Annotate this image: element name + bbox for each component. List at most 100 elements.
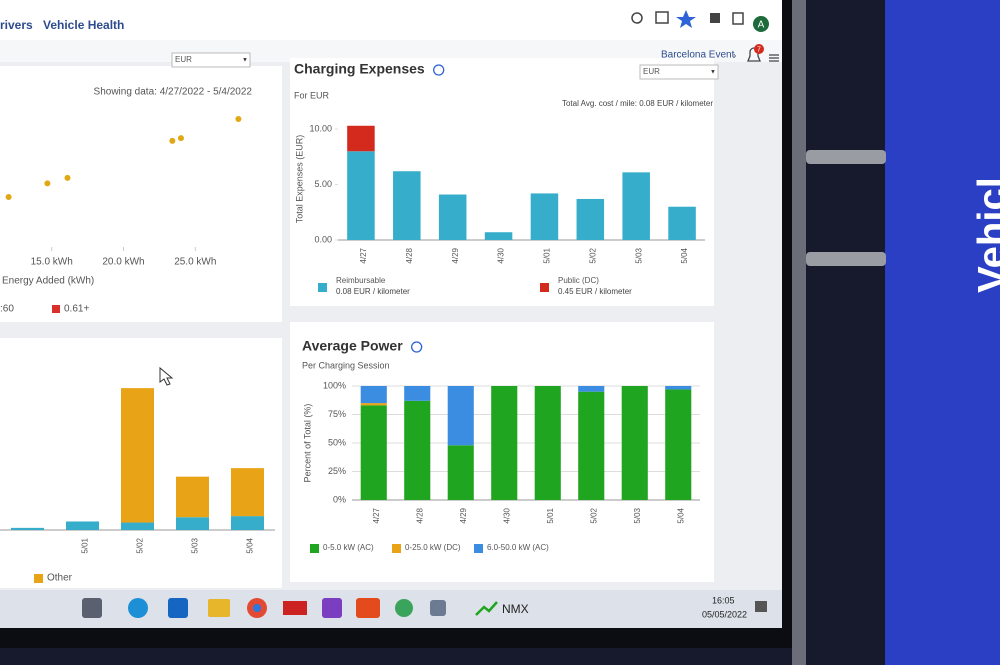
- share-icon[interactable]: [655, 11, 669, 24]
- notification-icon[interactable]: [755, 601, 767, 612]
- y-tick-label: 10.00: [309, 123, 332, 133]
- bar-segment: [121, 388, 154, 523]
- x-tick-label: 5/02: [136, 537, 145, 553]
- data-point: [235, 115, 242, 122]
- x-tick-label: 5/02: [589, 507, 598, 523]
- legend-detail: 0.08 EUR / kilometer: [336, 287, 410, 296]
- bar-segment: [491, 386, 518, 500]
- bar-segment: [665, 386, 692, 390]
- info-icon[interactable]: [410, 341, 423, 353]
- legend-swatch: [52, 305, 60, 313]
- stock-ticker[interactable]: NMX: [502, 602, 529, 616]
- x-tick-label: 4/27: [372, 507, 381, 523]
- bracket: [806, 252, 886, 266]
- data-point: [64, 174, 71, 181]
- x-tick-label: 25.0 kWh: [174, 257, 216, 268]
- cursor: [159, 366, 174, 386]
- select-arrow: ▼: [242, 58, 248, 64]
- nav-tab[interactable]: rivers: [0, 18, 33, 32]
- taskbar-icon[interactable]: [356, 598, 380, 618]
- event-name[interactable]: Barcelona Event: [661, 50, 735, 61]
- clock-date[interactable]: 05/05/2022: [702, 609, 747, 619]
- bar-segment: [231, 468, 264, 517]
- bar-segment: [360, 403, 387, 406]
- legend-label: 0.61+: [64, 304, 89, 315]
- extensions-icon[interactable]: [710, 13, 720, 23]
- y-tick-label: 0.00: [314, 234, 332, 244]
- data-point: [177, 135, 184, 142]
- sidepanel-icon[interactable]: [732, 12, 744, 25]
- panel: [0, 66, 282, 322]
- browser-bar: [0, 0, 782, 40]
- expenses-chart: Charging Expenses EUR ▼ For EUR Total Avg. c…: [294, 61, 719, 296]
- x-tick-label: 4/30: [497, 247, 506, 263]
- x-tick-label: 5/04: [676, 507, 685, 523]
- chart-subtitle: Per Charging Session: [302, 360, 390, 370]
- bar-segment: [534, 386, 561, 500]
- bookmark-star[interactable]: [676, 10, 696, 28]
- sessions-chart: 5/01 5/02 5/03 5/04 Other: [0, 388, 275, 584]
- legend-detail: 0.45 EUR / kilometer: [558, 287, 632, 296]
- bar-segment: [447, 386, 474, 446]
- legend-swatch: [392, 544, 401, 553]
- bar-segment: [176, 517, 209, 530]
- side-text: Vehicl: [971, 177, 1000, 293]
- x-tick-label: 20.0 kWh: [102, 257, 144, 268]
- avatar[interactable]: [753, 16, 769, 32]
- bar-segment: [665, 389, 692, 500]
- bar-segment: [176, 476, 209, 518]
- x-tick-label: 5/03: [191, 537, 200, 553]
- taskbar-icon[interactable]: [82, 598, 102, 618]
- x-tick-label: 5/01: [81, 537, 90, 553]
- currency-option: EUR: [175, 55, 192, 64]
- bar-segment: [530, 193, 559, 240]
- y-tick-label: 5.00: [314, 179, 332, 189]
- currency-select[interactable]: [639, 64, 719, 80]
- y-axis-label: Total Expenses (EUR): [294, 135, 304, 224]
- y-tick-label: 75%: [328, 409, 346, 419]
- x-tick-label: 4/27: [359, 247, 368, 263]
- taskbar-icon-center: [253, 604, 261, 612]
- legend-swatch: [310, 544, 319, 553]
- taskbar-icon[interactable]: [128, 598, 148, 618]
- stock-icon: [475, 601, 498, 616]
- legend-label: 6.0-50.0 kW (AC): [487, 543, 549, 552]
- taskbar-icon[interactable]: [168, 598, 188, 618]
- taskbar-icon[interactable]: [208, 599, 230, 617]
- bar-segment: [622, 172, 650, 240]
- bar-segment: [11, 527, 44, 530]
- bar-segment: [438, 194, 467, 240]
- taskbar-icon[interactable]: [283, 601, 307, 615]
- badge: [754, 44, 764, 54]
- currency-select[interactable]: [171, 52, 251, 68]
- legend-label: Reimbursable: [336, 276, 386, 285]
- taskbar-icon[interactable]: [430, 600, 446, 616]
- x-tick-label: 4/28: [405, 247, 414, 263]
- legend-swatch: [318, 283, 327, 292]
- taskbar: [0, 590, 782, 628]
- legend-swatch: [540, 283, 549, 292]
- nav-tab[interactable]: Vehicle Health: [43, 18, 124, 32]
- chart-subtitle: Showing data: 4/27/2022 - 5/4/2022: [94, 87, 253, 98]
- taskbar-icon[interactable]: [395, 599, 413, 617]
- bar-segment: [484, 232, 513, 240]
- chart-subtitle: For EUR: [294, 90, 330, 100]
- bar-segment: [360, 386, 387, 404]
- select-arrow: ▼: [710, 70, 716, 76]
- bar-segment: [121, 522, 154, 530]
- bar-segment: [578, 391, 605, 500]
- zoom-icon[interactable]: [631, 12, 643, 24]
- info-icon[interactable]: [433, 64, 445, 76]
- y-axis-label: Percent of Total (%): [302, 404, 312, 483]
- bar-segment: [578, 386, 605, 392]
- bar-segment: [668, 206, 696, 240]
- bar-segment: [393, 171, 421, 240]
- bar-segment: [404, 386, 431, 401]
- clock-time[interactable]: 16:05: [712, 595, 735, 605]
- bar-segment: [621, 386, 648, 500]
- bar-segment: [347, 125, 375, 152]
- taskbar-icon[interactable]: [322, 598, 342, 618]
- menu-icon[interactable]: [769, 54, 779, 62]
- avatar-letter: A: [758, 20, 765, 31]
